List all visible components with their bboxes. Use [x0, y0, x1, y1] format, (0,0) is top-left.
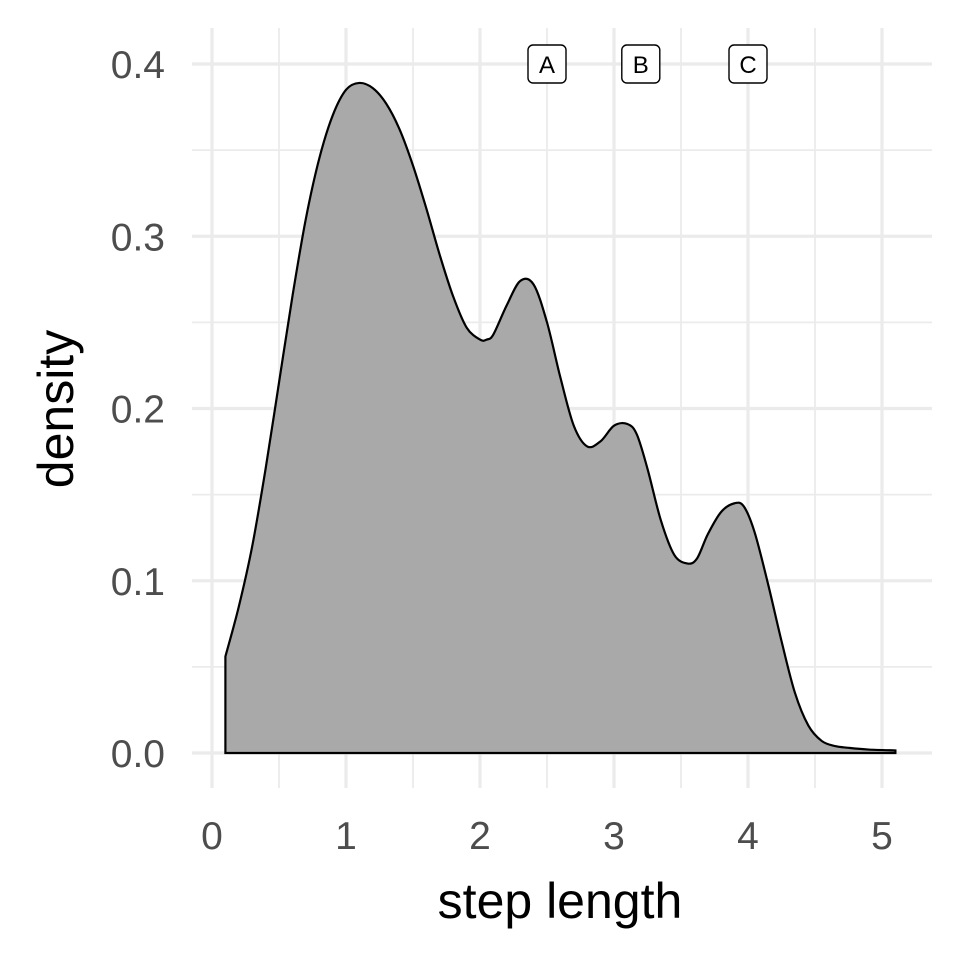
annotation-label: B	[621, 44, 661, 84]
annotation-label: A	[527, 44, 567, 84]
annotation-text: B	[633, 52, 649, 79]
x-axis-title: step length	[438, 873, 683, 929]
x-tick-label: 0	[201, 815, 223, 858]
x-tick-label: 1	[335, 815, 357, 858]
y-axis-tick-labels: 0.0 0.1 0.2 0.3 0.4	[111, 44, 165, 776]
density-area	[224, 81, 897, 755]
x-tick-label: 3	[603, 815, 625, 858]
y-tick-label: 0.0	[111, 733, 165, 776]
annotation-text: A	[539, 52, 555, 79]
annotation-box	[527, 44, 567, 84]
x-tick-label: 5	[871, 815, 893, 858]
annotation-box	[728, 44, 768, 84]
y-tick-label: 0.2	[111, 389, 165, 432]
annotation-layer: A B C	[527, 44, 768, 84]
annotation-text: C	[739, 52, 756, 79]
y-axis-title: density	[28, 330, 84, 488]
y-tick-label: 0.3	[111, 216, 165, 259]
y-tick-label: 0.4	[111, 44, 165, 87]
y-tick-label: 0.1	[111, 561, 165, 604]
x-tick-label: 2	[469, 815, 491, 858]
x-tick-label: 4	[737, 815, 759, 858]
annotation-box	[621, 44, 661, 84]
x-axis-tick-labels: 0 1 2 3 4 5	[201, 815, 893, 858]
annotation-label: C	[728, 44, 768, 84]
